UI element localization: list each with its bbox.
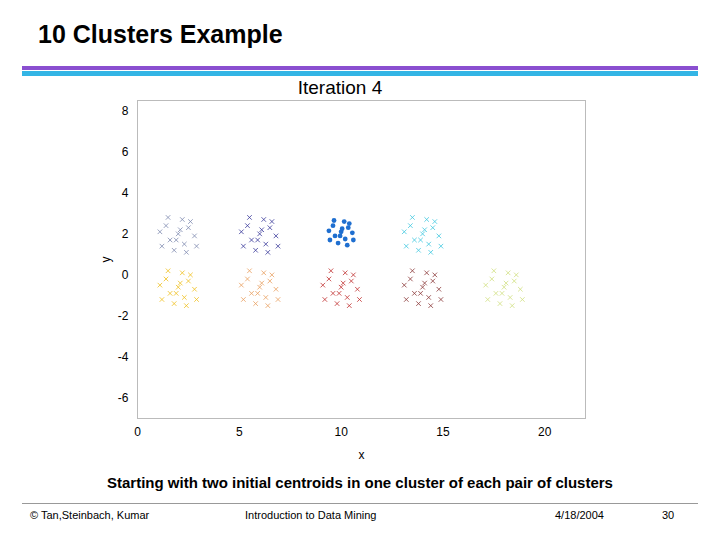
- html-text:Starting with two initial cent: Starting with two initial centroids in o…: [107, 474, 613, 491]
- svg-text:20: 20: [538, 425, 552, 439]
- svg-text:y: y: [99, 257, 113, 263]
- svg-text:10: 10: [334, 425, 348, 439]
- svg-text:0: 0: [122, 268, 129, 282]
- svg-text:4: 4: [122, 186, 129, 200]
- svg-text:-6: -6: [118, 391, 129, 405]
- svg-text:5: 5: [236, 425, 243, 439]
- html-text:Iteration 4: Iteration 4: [297, 77, 383, 98]
- html-text:Introduction to Data Mining: Introduction to Data Mining: [245, 509, 377, 521]
- svg-text:0: 0: [134, 425, 141, 439]
- html-text:4/18/2004: 4/18/2004: [555, 509, 604, 521]
- svg-text:-2: -2: [118, 309, 129, 323]
- svg-text:6: 6: [122, 145, 129, 159]
- html-text:30: 30: [662, 509, 675, 521]
- svg-text:x: x: [359, 448, 365, 462]
- html-text:10 Clusters Example: 10 Clusters Example: [38, 20, 283, 48]
- svg-text:8: 8: [122, 104, 129, 118]
- svg-text:15: 15: [436, 425, 450, 439]
- svg-text:2: 2: [122, 227, 129, 241]
- svg-text:-4: -4: [118, 350, 129, 364]
- html-text:© Tan,Steinbach, Kumar: © Tan,Steinbach, Kumar: [30, 509, 150, 521]
